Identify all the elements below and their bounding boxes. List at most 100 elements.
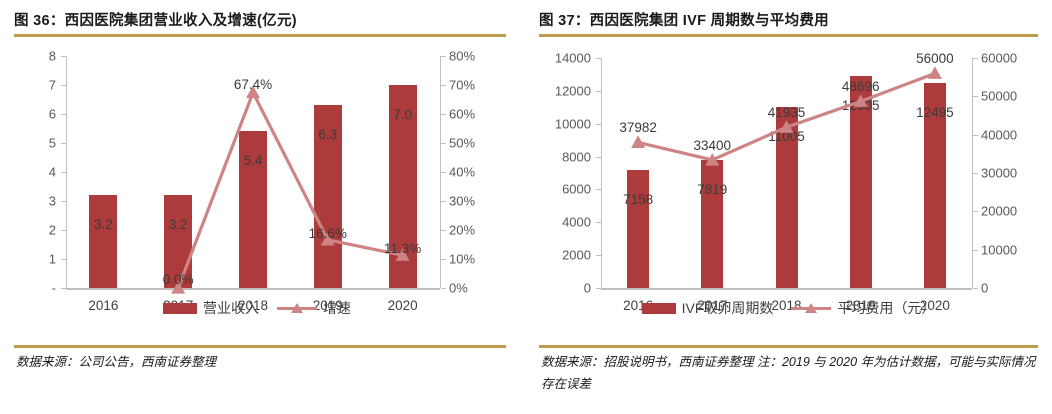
- y-axis-right-tick-label: 30000: [981, 165, 1018, 181]
- figure-36-source: 数据来源：公司公告，西南证券整理: [16, 355, 217, 369]
- line-marker: [631, 135, 646, 149]
- line-series-overlay: [171, 85, 410, 294]
- line-value-label: 16.6%: [308, 225, 347, 241]
- y-axis-left: [66, 56, 67, 288]
- y-axis-left-tick-label: 10000: [554, 116, 591, 132]
- line-value-label: 37982: [619, 120, 657, 136]
- y-axis-left: [601, 58, 602, 288]
- bar-value-label: 3.2: [94, 217, 113, 233]
- legend-bar-label: 营业收入: [203, 300, 259, 316]
- y-axis-left-tick-label: 4000: [562, 214, 591, 230]
- x-axis-tick-label: 2018: [237, 298, 269, 313]
- chart-37-legend: IVF取卵周期数 平均费用（元）: [539, 296, 1038, 320]
- y-axis-left-tick: [61, 288, 66, 289]
- y-axis-right-tick-label: 40%: [449, 164, 476, 180]
- bar[interactable]: [89, 195, 118, 288]
- y-axis-left-tick: [61, 85, 66, 86]
- legend-item-bar: IVF取卵周期数: [641, 298, 774, 318]
- bar[interactable]: [701, 159, 724, 288]
- y-axis-right-tick-label: 40000: [981, 127, 1018, 143]
- figure-37-bottom-rule: [539, 345, 1038, 348]
- line-series-overlay: [631, 66, 942, 166]
- y-axis-right-tick-label: 0%: [449, 280, 468, 296]
- y-axis-left-tick: [61, 172, 66, 173]
- y-axis-left-tick-label: 8000: [562, 149, 591, 165]
- bar[interactable]: [164, 195, 193, 288]
- y-axis-left-tick-label: 1: [48, 251, 56, 267]
- y-axis-left-tick: [596, 91, 601, 92]
- legend-item-line: 增速: [277, 298, 351, 318]
- bar-value-label: 6.3: [318, 127, 338, 143]
- legend-item-bar: 营业收入: [163, 298, 259, 318]
- chart-36: -1 2 3 4 5 6 7 8 0% 10% 20% 30% 40% 50% 60% 70% 80% 3.2 3.…: [14, 44, 500, 334]
- bar-value-label: 3.2: [168, 217, 188, 233]
- y-axis-right-tick: [441, 259, 446, 260]
- line-marker: [171, 281, 186, 294]
- bar[interactable]: [239, 131, 267, 288]
- figure-panel-36: 图 36：西因医院集团营业收入及增速(亿元) -1 2 3 4 5 6 7 8 0% 10% 20%…: [0, 0, 514, 414]
- bar[interactable]: [627, 170, 650, 288]
- y-axis-right-tick-label: 10%: [449, 251, 476, 267]
- y-axis-right-tick: [441, 56, 446, 57]
- y-axis-left-tick: [596, 288, 601, 289]
- y-axis-right-tick: [441, 201, 446, 202]
- y-axis-left-tick-label: 6: [48, 106, 56, 122]
- y-axis-right-tick-label: 20000: [981, 203, 1018, 219]
- legend-line-swatch-icon: [277, 302, 317, 314]
- bar[interactable]: [313, 105, 342, 288]
- y-axis-right-tick-label: 0: [981, 280, 989, 296]
- line-value-label: 33400: [693, 137, 732, 153]
- bar[interactable]: [923, 82, 946, 288]
- y-axis-left-tick-label: 12000: [554, 83, 591, 99]
- figure-37-source: 数据来源：招股说明书，西南证券整理 注：2019 与 2020 年为估计数据，可…: [541, 355, 1036, 391]
- x-axis-tick-label: 2020: [387, 298, 418, 313]
- line-value-label: 0.0%: [162, 272, 194, 287]
- line-path: [176, 88, 403, 289]
- line-value-label: 67.4%: [233, 76, 273, 92]
- bar-value-label: 12495: [916, 104, 954, 120]
- figure-36-top-rule: [14, 34, 506, 37]
- x-axis-tick-label: 2020: [919, 298, 950, 313]
- bar[interactable]: [849, 75, 872, 288]
- y-axis-right-tick: [973, 173, 978, 174]
- y-axis-right-tick: [973, 250, 978, 251]
- y-axis-left-tick-label: -: [51, 280, 56, 296]
- y-axis-left-tick: [61, 259, 66, 260]
- line-value-label: 48696: [841, 79, 880, 95]
- line-value-label: 56000: [916, 51, 954, 67]
- x-axis-baseline: [601, 288, 972, 290]
- figure-36-bottom-rule: [14, 345, 506, 348]
- y-axis-left-tick: [596, 189, 601, 190]
- line-marker: [246, 85, 260, 99]
- y-axis-right-tick: [973, 135, 978, 136]
- line-marker: [320, 232, 335, 246]
- figure-37-title: 图 37：西因医院集团 IVF 周期数与平均费用: [539, 13, 829, 29]
- y-axis-left-tick-label: 14000: [554, 50, 591, 66]
- y-axis-right-tick: [973, 288, 978, 289]
- y-axis-right-tick-label: 60000: [981, 50, 1018, 66]
- y-axis-left-tick: [596, 58, 601, 59]
- legend-item-line: 平均费用（元）: [791, 298, 935, 318]
- x-axis-tick-label: 2019: [845, 298, 876, 313]
- figure-36-title: 图 36：西因医院集团营业收入及增速(亿元): [14, 13, 297, 29]
- y-axis-right-tick-label: 10000: [981, 242, 1018, 258]
- x-axis-tick-label: 2019: [312, 298, 343, 313]
- y-axis-right-tick-label: 50000: [981, 88, 1018, 104]
- bar[interactable]: [775, 107, 798, 288]
- y-axis-left-tick-label: 6000: [562, 181, 591, 197]
- legend-bar-label: IVF取卵周期数: [681, 300, 774, 316]
- line-value-label: 11.3%: [383, 241, 422, 257]
- y-axis-right: [440, 56, 441, 288]
- chart-37: 0 2000 4000 6000 8000 10000 12000 14000 0 10000 20…: [539, 44, 1038, 334]
- y-axis-right-tick-label: 80%: [449, 48, 476, 64]
- line-marker: [927, 66, 942, 79]
- line-marker: [853, 94, 868, 107]
- legend-line-swatch-icon: [791, 302, 832, 314]
- y-axis-left-tick: [596, 222, 601, 223]
- y-axis-right-tick-label: 20%: [449, 222, 476, 238]
- y-axis-right-tick: [973, 211, 978, 212]
- bar-value-label: 7819: [697, 181, 728, 197]
- y-axis-left-tick: [61, 201, 66, 202]
- y-axis-right: [972, 58, 973, 288]
